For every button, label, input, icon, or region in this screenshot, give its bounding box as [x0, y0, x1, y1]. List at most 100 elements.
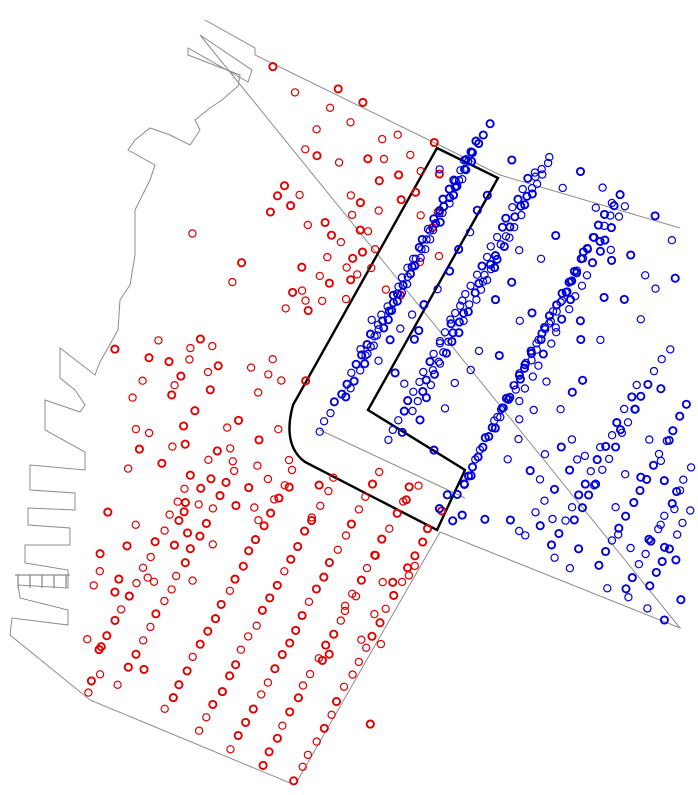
marker-group-b — [465, 300, 474, 309]
marker-group-a — [180, 484, 189, 493]
marker-group-b — [527, 184, 537, 193]
marker-group-b — [490, 295, 501, 305]
marker-group-b — [564, 277, 574, 287]
marker-group-a — [180, 497, 190, 508]
marker-group-a — [381, 285, 391, 294]
marker-group-a — [146, 622, 155, 632]
marker-group-a — [257, 690, 266, 699]
marker-group-a — [319, 723, 329, 733]
marker-group-b — [411, 254, 420, 263]
marker-group-b — [493, 232, 502, 242]
marker-group-b — [439, 201, 449, 211]
marker-group-b — [466, 281, 475, 290]
marker-group-b — [370, 332, 379, 341]
marker-group-a — [169, 540, 179, 550]
marker-group-a — [143, 573, 152, 582]
marker-group-b — [394, 416, 403, 425]
marker-group-b — [526, 346, 536, 356]
marker-group-a — [84, 688, 93, 697]
marker-group-a — [228, 457, 237, 466]
marker-group-a — [164, 357, 174, 367]
marker-group-a — [188, 576, 197, 585]
marker-group-a — [278, 721, 287, 730]
marker-group-b — [644, 534, 654, 544]
marker-group-b — [366, 342, 375, 351]
marker-group-b — [485, 119, 495, 129]
marker-group-a — [303, 305, 313, 316]
marker-group-b — [426, 380, 436, 390]
marker-group-b — [385, 335, 395, 345]
marker-group-a — [263, 678, 273, 687]
marker-group-b — [482, 275, 492, 285]
marker-group-a — [280, 481, 289, 490]
marker-group-b — [445, 193, 455, 203]
marker-group-a — [168, 693, 178, 703]
marker-group-a — [272, 580, 282, 590]
marker-group-b — [660, 511, 669, 521]
marker-group-a — [274, 425, 283, 434]
marker-group-b — [582, 271, 592, 280]
marker-group-a — [146, 552, 155, 562]
marker-group-b — [408, 406, 417, 416]
marker-group-a — [210, 614, 221, 624]
marker-group-a — [379, 154, 389, 164]
marker-group-a — [237, 258, 247, 268]
marker-group-a — [270, 664, 280, 674]
marker-group-b — [503, 455, 512, 464]
marker-group-b — [356, 345, 365, 354]
marker-group-b — [575, 166, 586, 177]
marker-group-a — [381, 604, 390, 614]
marker-group-b — [510, 381, 519, 390]
marker-group-a — [289, 776, 299, 786]
marker-group-a — [297, 262, 307, 272]
marker-group-b — [586, 467, 596, 476]
marker-group-b — [434, 357, 443, 366]
marker-group-a — [397, 577, 407, 587]
marker-group-b — [556, 405, 565, 414]
marker-group-a — [286, 554, 296, 564]
marker-group-b — [397, 427, 407, 437]
marker-group-b — [431, 218, 441, 229]
marker-group-b — [557, 288, 567, 298]
marker-group-b — [525, 466, 535, 476]
marker-group-b — [654, 524, 663, 534]
marker-group-b — [458, 296, 467, 305]
marker-group-a — [250, 535, 261, 545]
marker-group-a — [340, 606, 350, 616]
marker-group-a — [374, 176, 384, 186]
marker-group-b — [632, 380, 641, 390]
marker-group-a — [403, 563, 413, 573]
marker-group-a — [180, 558, 190, 568]
marker-group-a — [205, 385, 215, 395]
marker-group-a — [150, 537, 160, 547]
marker-group-a — [212, 446, 222, 456]
marker-group-a — [168, 442, 177, 451]
marker-group-b — [329, 397, 339, 407]
marker-group-a — [272, 733, 282, 743]
marker-group-a — [348, 670, 357, 679]
marker-group-a — [174, 515, 184, 526]
marker-group-b — [476, 285, 486, 294]
marker-group-b — [454, 244, 464, 254]
marker-group-a — [95, 670, 105, 679]
marker-group-a — [95, 567, 105, 576]
marker-group-a — [110, 615, 120, 625]
marker-group-a — [323, 252, 332, 262]
marker-group-a — [194, 726, 204, 735]
marker-group-a — [208, 540, 217, 549]
marker-group-b — [596, 335, 605, 345]
marker-group-a — [355, 198, 365, 208]
marker-group-b — [624, 593, 633, 602]
marker-group-b — [414, 242, 424, 252]
marker-group-b — [534, 361, 543, 370]
marker-group-b — [546, 540, 557, 550]
marker-group-b — [540, 496, 549, 505]
marker-group-a — [363, 154, 373, 164]
marker-group-b — [536, 254, 546, 263]
marker-group-a — [160, 704, 169, 714]
marker-group-b — [384, 306, 394, 316]
marker-group-b — [515, 316, 525, 325]
marker-group-b — [611, 503, 620, 512]
marker-group-b — [606, 211, 615, 220]
marker-group-b — [351, 359, 361, 369]
